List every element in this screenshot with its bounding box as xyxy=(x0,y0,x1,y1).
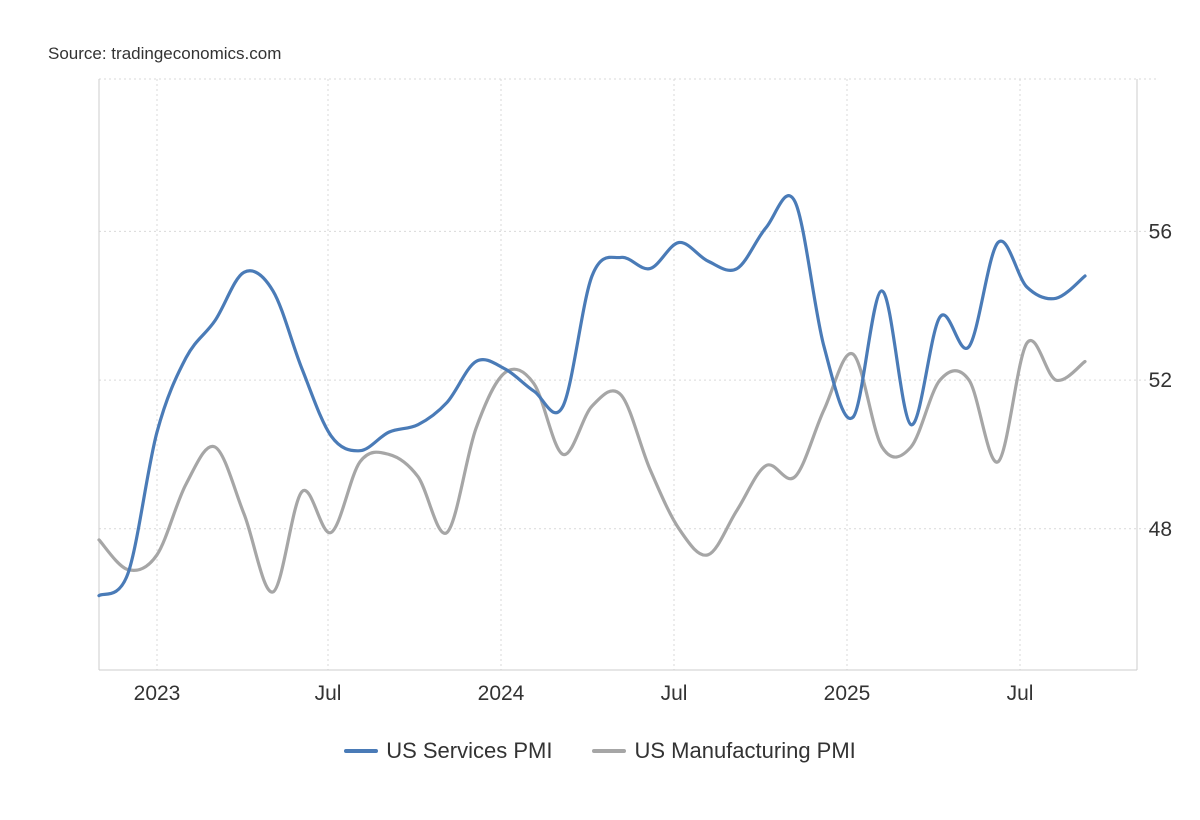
x-tick-label: 2024 xyxy=(478,682,525,705)
source-label: Source: tradingeconomics.com xyxy=(48,44,282,63)
y-tick-label: 48 xyxy=(1149,518,1172,541)
x-tick-label: 2023 xyxy=(134,682,181,705)
legend-label-manufacturing: US Manufacturing PMI xyxy=(634,738,856,763)
tick-labels: 2023 Jul 2024 Jul 2025 Jul 48 52 56 xyxy=(134,220,1172,705)
y-tick-label: 52 xyxy=(1149,369,1172,392)
x-tick-label: Jul xyxy=(315,682,342,705)
line-chart: 2023 Jul 2024 Jul 2025 Jul 48 52 56 xyxy=(97,78,1172,705)
legend-swatch-manufacturing xyxy=(592,749,627,753)
x-tick-label: 2025 xyxy=(824,682,871,705)
y-tick-label: 56 xyxy=(1149,220,1172,243)
x-tick-label: Jul xyxy=(661,682,688,705)
legend-item-manufacturing[interactable]: US Manufacturing PMI xyxy=(592,738,856,764)
axes xyxy=(98,79,1138,671)
legend-swatch-services xyxy=(344,749,379,753)
manufacturing-pmi-line xyxy=(97,338,1087,594)
services-pmi-line xyxy=(97,194,1087,598)
x-tick-label: Jul xyxy=(1007,682,1034,705)
series-lines xyxy=(97,194,1087,598)
legend: US Services PMI US Manufacturing PMI xyxy=(0,738,1200,764)
grid-lines xyxy=(99,78,1157,670)
legend-item-services[interactable]: US Services PMI xyxy=(344,738,552,764)
legend-label-services: US Services PMI xyxy=(386,738,553,763)
